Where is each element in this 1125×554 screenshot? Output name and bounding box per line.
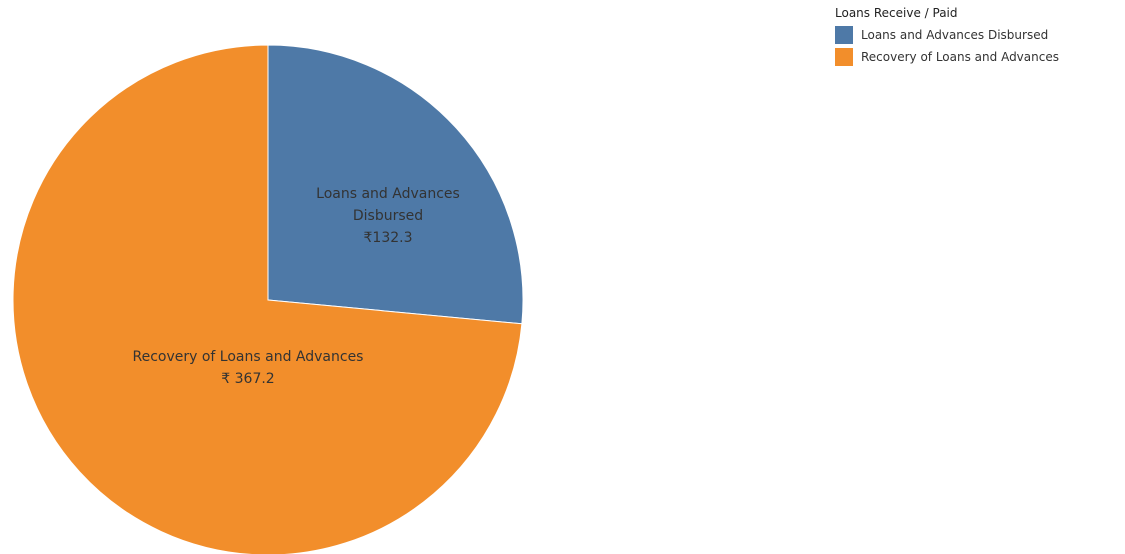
legend: Loans Receive / Paid Loans and Advances … <box>835 6 1059 68</box>
pie-slice <box>267 44 524 325</box>
legend-label: Loans and Advances Disbursed <box>861 28 1049 42</box>
legend-label: Recovery of Loans and Advances <box>861 50 1059 64</box>
slice-category: Recovery of Loans and Advances <box>132 349 364 365</box>
slice-value: ₹132.3 <box>363 230 413 246</box>
slice-label: Loans and Advances Disbursed ₹132.3 <box>268 183 508 249</box>
legend-item: Loans and Advances Disbursed <box>835 24 1059 46</box>
slice-label: Recovery of Loans and Advances ₹ 367.2 <box>128 346 368 390</box>
legend-swatch <box>835 48 853 66</box>
legend-title: Loans Receive / Paid <box>835 6 958 20</box>
slice-category: Loans and Advances Disbursed <box>316 186 460 224</box>
pie-slice <box>12 44 523 554</box>
legend-swatch <box>835 26 853 44</box>
slice-value: ₹ 367.2 <box>221 371 275 387</box>
legend-item: Recovery of Loans and Advances <box>835 46 1059 68</box>
